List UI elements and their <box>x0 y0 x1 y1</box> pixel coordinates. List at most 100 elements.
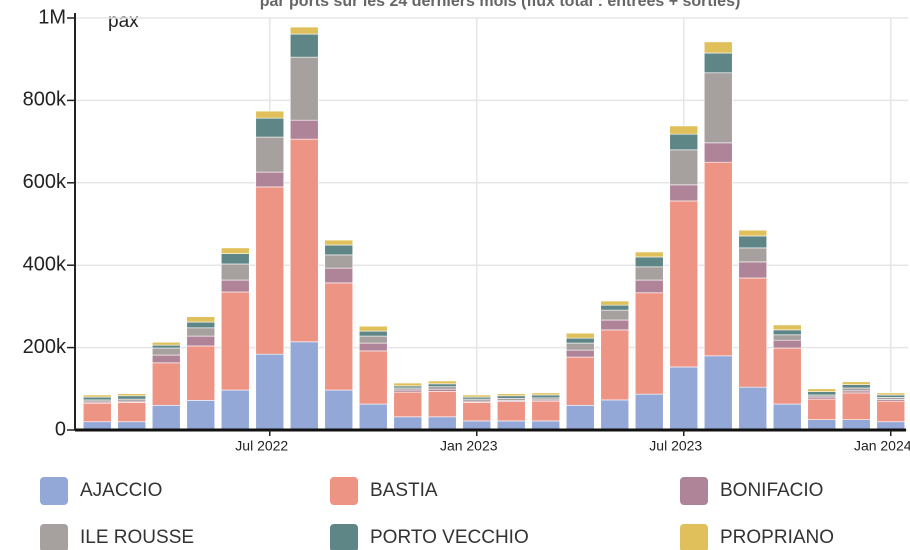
bar-segment <box>324 254 354 269</box>
bar-segment <box>496 395 526 399</box>
bar-segment <box>703 142 733 163</box>
bar-segment <box>772 339 802 349</box>
bar-segment <box>841 390 871 394</box>
bar-segment <box>703 161 733 357</box>
bar-segment <box>565 356 595 406</box>
bar-segment <box>772 347 802 405</box>
bar-segment <box>703 355 733 431</box>
bar-segment <box>807 388 837 392</box>
y-tick-label: 1M <box>38 6 66 28</box>
bar-segment <box>289 33 319 58</box>
bar-segment <box>496 393 526 397</box>
bar-segment <box>634 266 664 281</box>
bar-segment <box>634 292 664 395</box>
bar-segment <box>841 384 871 389</box>
bar-segment <box>186 400 216 431</box>
bar-segment <box>462 396 492 400</box>
bar-segment <box>531 392 561 396</box>
bar-segment <box>669 133 699 151</box>
bar-segment <box>393 416 423 431</box>
bar-segment <box>151 341 181 346</box>
bar-segment <box>772 324 802 331</box>
bar-segment <box>427 383 457 388</box>
bar-segment <box>358 350 388 405</box>
bar-segment <box>255 171 285 188</box>
bar-segment <box>151 354 181 364</box>
bar-segment <box>669 366 699 431</box>
bar-segment <box>151 344 181 349</box>
bar-segment <box>738 229 768 237</box>
bar-segment <box>117 395 147 400</box>
bar-segment <box>772 334 802 341</box>
bar-segment <box>600 399 630 431</box>
x-tick-label: Jul 2023 <box>649 438 702 454</box>
bar-segment <box>117 398 147 402</box>
bar-segment <box>289 56 319 121</box>
bar-segment <box>255 136 285 173</box>
bar-segment <box>82 396 112 401</box>
bar-segment <box>772 329 802 336</box>
bar-segment <box>220 291 250 391</box>
bar-segment <box>600 300 630 306</box>
bar-segment <box>876 397 906 400</box>
bar-segment <box>738 277 768 388</box>
bar-segment <box>634 393 664 431</box>
bar-segment <box>669 149 699 186</box>
legend-swatch <box>680 477 708 505</box>
bar-segment <box>669 125 699 135</box>
bar-segment <box>151 362 181 406</box>
bar-segment <box>565 332 595 339</box>
legend-label: PORTO VECCHIO <box>370 527 529 548</box>
bar-segment <box>151 347 181 356</box>
bar-segment <box>600 329 630 401</box>
bar-segment <box>738 386 768 431</box>
y-tick-label: 0 <box>55 418 66 440</box>
bar-segment <box>496 401 526 422</box>
bar-segment <box>841 381 871 385</box>
legend-label: BASTIA <box>370 480 438 501</box>
bar-segment <box>565 349 595 358</box>
bar-segment <box>427 416 457 431</box>
bar-segment <box>324 267 354 284</box>
bar-segment <box>807 396 837 400</box>
bar-segment <box>634 251 664 258</box>
y-tick-label: 200k <box>23 336 67 358</box>
bar-segment <box>186 321 216 329</box>
y-tick-label: 600k <box>23 171 67 193</box>
bar-segment <box>738 261 768 279</box>
legend-label: BONIFACIO <box>720 480 823 501</box>
bar-segment <box>807 394 837 398</box>
bar-segment <box>531 394 561 399</box>
bar-segment <box>220 389 250 431</box>
bar-segment <box>876 394 906 398</box>
bar-segment <box>117 393 147 397</box>
bar-segment <box>82 402 112 423</box>
bar-segment <box>600 319 630 331</box>
bar-segment <box>358 342 388 352</box>
bar-segment <box>393 391 423 418</box>
bar-segment <box>876 400 906 423</box>
bar-segment <box>82 394 112 398</box>
bar-segment <box>358 335 388 344</box>
bar-segment <box>358 330 388 337</box>
bar-segment <box>186 345 216 401</box>
bar-segment <box>462 394 492 398</box>
bar-segment <box>669 184 699 202</box>
bar-segment <box>186 327 216 337</box>
bar-segment <box>358 325 388 332</box>
y-tick-label: 800k <box>23 89 67 111</box>
bar-segment <box>289 119 319 140</box>
legend-label: PROPRIANO <box>720 527 834 548</box>
bar-segment <box>703 41 733 54</box>
bar-segment <box>703 52 733 74</box>
legend-swatch <box>40 524 68 550</box>
bar-segment <box>255 117 285 138</box>
bar-segment <box>324 282 354 391</box>
bar-segment <box>841 392 871 421</box>
bar-segment <box>255 353 285 431</box>
legend-swatch <box>40 477 68 505</box>
legend-swatch <box>330 524 358 550</box>
bar-segment <box>151 404 181 431</box>
bar-segment <box>358 403 388 431</box>
